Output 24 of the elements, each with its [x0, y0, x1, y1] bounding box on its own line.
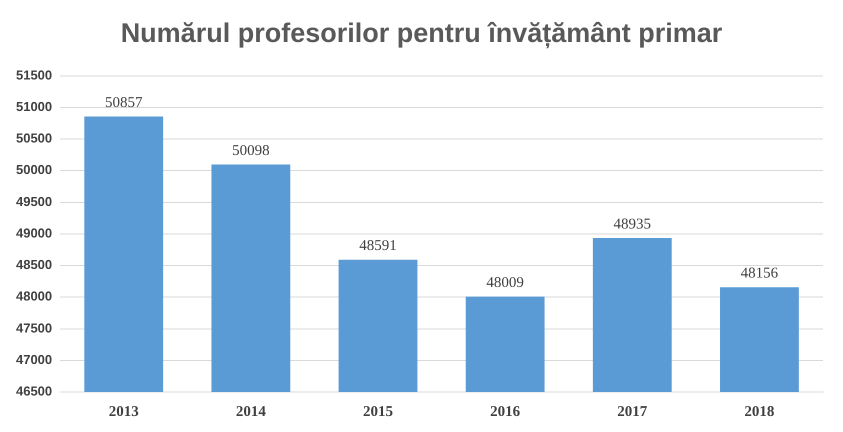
- y-tick-label: 50000: [16, 162, 52, 178]
- x-tick-label: 2016: [490, 404, 521, 420]
- x-tick-label: 2015: [363, 404, 394, 420]
- data-label: 50098: [232, 142, 270, 159]
- x-tick-label: 2018: [744, 404, 774, 420]
- x-tick-label: 2014: [236, 404, 266, 420]
- y-tick-label: 47000: [16, 352, 52, 367]
- data-label: 48009: [486, 275, 524, 292]
- y-tick-label: 48000: [16, 288, 52, 304]
- chart-title: Numărul profesorilor pentru învățământ primar: [120, 18, 724, 49]
- data-label: 48156: [740, 266, 779, 282]
- data-label: 48935: [614, 216, 652, 232]
- x-tick-label: 2013: [108, 404, 139, 420]
- y-tick-label: 47500: [16, 320, 52, 336]
- y-tick-label: 51000: [16, 99, 52, 114]
- data-label: 48591: [359, 238, 397, 254]
- y-tick-label: 49000: [16, 225, 52, 240]
- y-tick-label: 46500: [16, 384, 52, 399]
- y-tick-label: 48500: [16, 257, 52, 272]
- y-tick-label: 50500: [16, 130, 52, 146]
- y-tick-label: 49500: [16, 194, 52, 209]
- data-label: 50857: [104, 94, 143, 111]
- y-tick-label: 51500: [16, 67, 52, 82]
- x-tick-label: 2017: [617, 404, 648, 420]
